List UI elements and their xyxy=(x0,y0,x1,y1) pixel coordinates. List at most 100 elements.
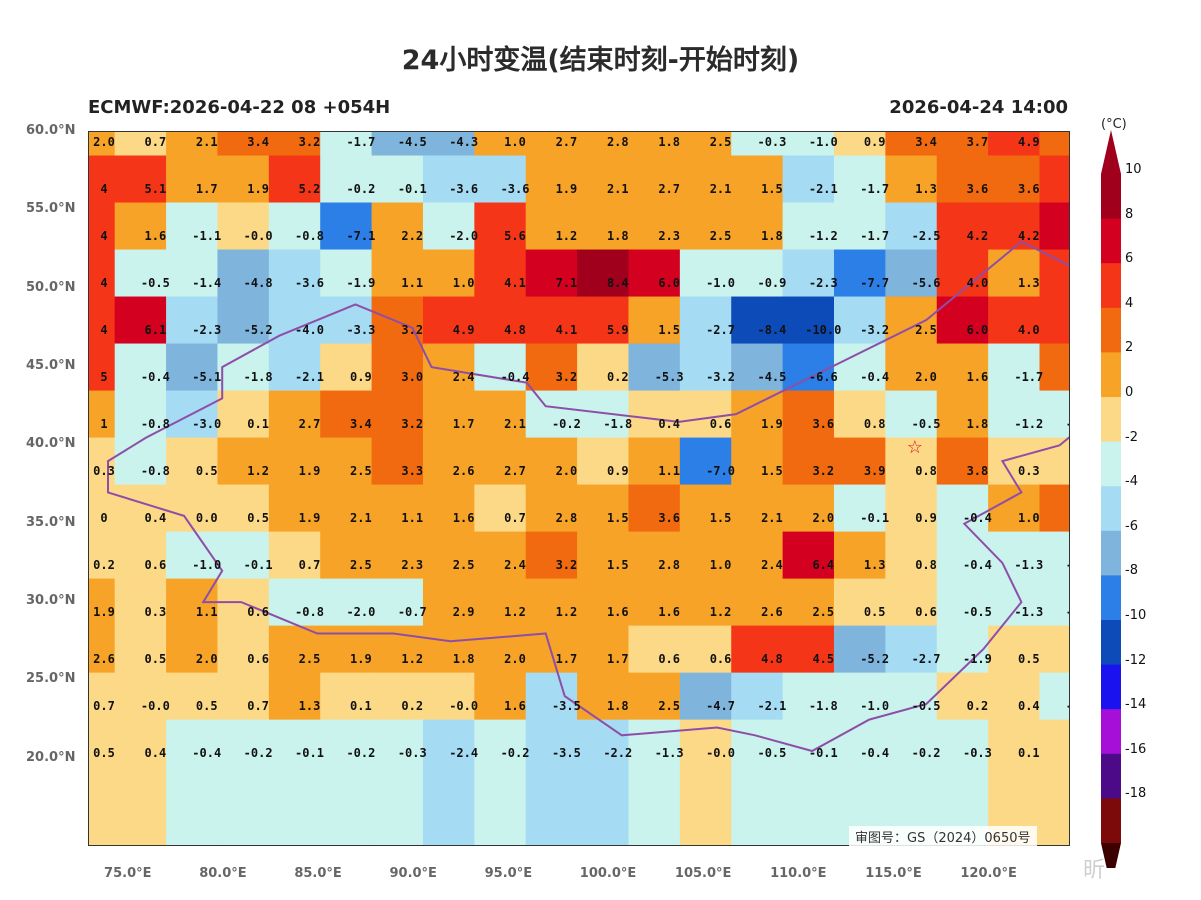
grid-value-label: -1.3 xyxy=(1014,605,1043,619)
grid-value-label: -1.7 xyxy=(1014,370,1043,384)
grid-value-label: 2.5 xyxy=(710,229,732,243)
heat-cell xyxy=(268,578,321,627)
grid-value-label: 1.2 xyxy=(556,229,578,243)
heat-cell xyxy=(114,531,167,580)
heat-cell xyxy=(628,484,681,533)
heat-cell xyxy=(371,390,424,439)
grid-value-label: 3.4 xyxy=(350,417,372,431)
grid-value-label: -2.2 xyxy=(603,746,632,760)
grid-value-label: -1.2 xyxy=(809,229,838,243)
grid-value-label: 3.3 xyxy=(401,464,423,478)
heat-cell xyxy=(731,578,784,627)
grid-value-label: 2.0 xyxy=(812,511,834,525)
grid-value-label: -4.7 xyxy=(706,699,735,713)
grid-value-label: -0.0 xyxy=(706,746,735,760)
grid-value-label: 2.1 xyxy=(710,182,732,196)
heat-cell xyxy=(114,578,167,627)
model-run-label: ECMWF:2026-04-22 08 +054H xyxy=(88,97,391,118)
heat-cell xyxy=(833,155,886,204)
grid-value-label: 1.9 xyxy=(299,511,321,525)
heat-cell xyxy=(833,625,886,674)
latitude-tick-label: 45.0°N xyxy=(26,358,76,374)
grid-value-label: 1.7 xyxy=(453,417,475,431)
heat-cell xyxy=(936,437,989,486)
grid-value-label: 2.7 xyxy=(556,135,578,149)
grid-value-label: 2.5 xyxy=(658,699,680,713)
heat-cell xyxy=(782,390,835,439)
grid-value-label: -0.0 xyxy=(141,699,170,713)
heat-cell xyxy=(268,625,321,674)
heat-cell xyxy=(320,202,373,251)
heat-cell xyxy=(114,249,167,298)
heat-cell xyxy=(1039,343,1069,392)
heat-cell xyxy=(166,155,218,204)
grid-value-label: 4.9 xyxy=(1018,135,1040,149)
heat-cell xyxy=(577,484,629,533)
grid-value-label: 4.9 xyxy=(453,323,475,337)
map-plot-area[interactable]: 2.0 0.7 2.1 3.4 3.2 -1.7 -4.5 -4.3 1.0 2.7 2.8 1.8 2… xyxy=(88,131,1070,846)
grid-value-label: 1.9 xyxy=(556,182,578,196)
heat-cell xyxy=(679,155,732,204)
grid-value-label: 0.6 xyxy=(247,652,269,666)
heat-cell xyxy=(988,719,1041,845)
heat-cell xyxy=(1039,484,1069,533)
heat-cell xyxy=(474,484,527,533)
grid-value-label: 1.1 xyxy=(401,511,423,525)
grid-value-label: 0.7 xyxy=(93,699,115,713)
grid-value-label: -2.7 xyxy=(912,652,941,666)
heat-cell xyxy=(988,249,1041,298)
heat-cell xyxy=(371,437,424,486)
heat-cell xyxy=(782,155,835,204)
colorbar-segment xyxy=(1101,753,1121,799)
grid-value-label: 0.3 xyxy=(145,605,167,619)
grid-value-label: 1.8 xyxy=(607,699,629,713)
grid-value-label: 4 xyxy=(100,276,107,290)
heat-cell xyxy=(782,484,835,533)
heat-cell xyxy=(320,155,373,204)
heat-cell xyxy=(371,484,424,533)
grid-value-label: 1.1 xyxy=(658,464,680,478)
grid-value-label: 0.0 xyxy=(196,511,218,525)
heat-cell xyxy=(89,343,116,392)
heat-cell xyxy=(679,249,732,298)
heat-cell xyxy=(525,155,578,204)
heat-cell xyxy=(577,296,629,345)
heat-cell xyxy=(217,625,270,674)
grid-value-label: 2.4 xyxy=(761,558,783,572)
grid-value-label: 4.5 xyxy=(812,652,834,666)
heat-cell xyxy=(525,437,578,486)
grid-value-label: -1.0 xyxy=(860,699,889,713)
grid-value-label: 6.0 xyxy=(967,323,989,337)
heat-cell xyxy=(422,531,475,580)
latitude-tick-label: 55.0°N xyxy=(26,201,76,217)
grid-value-label: 0.2 xyxy=(93,558,115,572)
grid-value-label: 1 xyxy=(100,417,107,431)
heat-cell xyxy=(679,578,732,627)
grid-value-label: 1.7 xyxy=(607,652,629,666)
grid-value-label: 0.1 xyxy=(1018,746,1040,760)
heat-cell xyxy=(936,578,989,627)
grid-value-label: 0.7 xyxy=(247,699,269,713)
grid-value-label: 3.8 xyxy=(967,464,989,478)
heat-cell xyxy=(166,202,218,251)
grid-value-label: 1.7 xyxy=(196,182,218,196)
grid-value-label: -1.2 xyxy=(1014,417,1043,431)
grid-value-label: 0.6 xyxy=(710,652,732,666)
heat-cell xyxy=(166,672,218,721)
grid-value-label: 0.8 xyxy=(864,417,886,431)
colorbar xyxy=(1101,130,1121,868)
grid-value-label: 1.3 xyxy=(1018,276,1040,290)
heat-cell xyxy=(1039,202,1069,251)
heat-cell xyxy=(577,625,629,674)
heat-cell xyxy=(114,437,167,486)
heat-cell xyxy=(885,625,938,674)
grid-value-label: 2.7 xyxy=(658,182,680,196)
colorbar-tick-label: 4 xyxy=(1125,295,1134,311)
grid-value-label: 1.2 xyxy=(556,605,578,619)
heat-cell xyxy=(833,296,886,345)
heat-cell xyxy=(217,155,270,204)
heat-cell xyxy=(371,672,424,721)
heat-cell xyxy=(679,343,732,392)
heat-cell xyxy=(114,202,167,251)
grid-value-label: -1.0 xyxy=(809,135,838,149)
